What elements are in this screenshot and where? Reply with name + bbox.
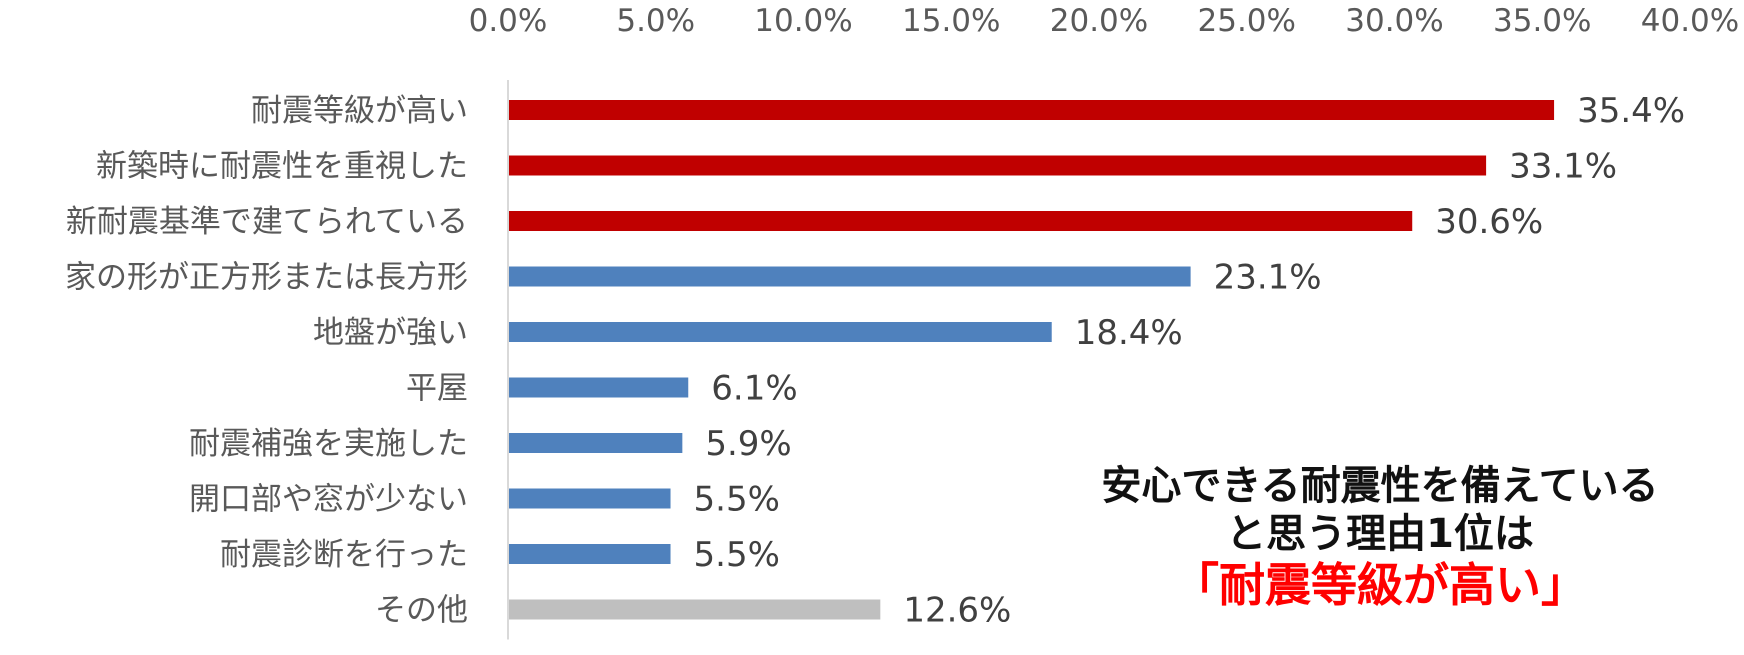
callout-line-1: 安心できる耐震性を備えている <box>1101 463 1659 509</box>
bar <box>509 266 1191 287</box>
x-tick-label: 20.0% <box>1050 3 1148 39</box>
data-label: 5.9% <box>705 424 791 464</box>
category-label: 耐震診断を行った <box>220 537 468 573</box>
data-label: 35.4% <box>1577 91 1685 131</box>
bar <box>509 433 683 453</box>
x-tick-label: 25.0% <box>1198 3 1296 39</box>
category-label: 耐震補強を実施した <box>189 426 468 462</box>
bar <box>509 155 1487 176</box>
bars <box>509 100 1555 620</box>
category-label: 開口部や窓が少ない <box>189 482 468 518</box>
value-labels: 35.4% 33.1% 30.6% 23.1% 18.4% 6.1% 5.9% 5.5% 5.5… <box>694 91 1686 631</box>
bar <box>509 488 671 509</box>
category-label: 平屋 <box>406 371 468 407</box>
bar <box>509 211 1413 231</box>
category-label: その他 <box>375 593 468 629</box>
x-tick-label: 40.0% <box>1641 3 1739 39</box>
category-label: 地盤が強い <box>313 315 468 351</box>
data-label: 6.1% <box>711 369 797 409</box>
x-tick-label: 0.0% <box>469 3 548 39</box>
bar <box>509 322 1052 342</box>
x-axis-tick-labels: 0.0% 5.0% 10.0% 15.0% 20.0% 25.0% 30.0% 35.0% 40… <box>469 3 1740 39</box>
callout-highlight: 「耐震等級が高い」 <box>1173 558 1587 612</box>
data-label: 30.6% <box>1435 202 1543 242</box>
data-label: 18.4% <box>1075 313 1183 353</box>
callout-annotation: 安心できる耐震性を備えている と思う理由1位は 「耐震等級が高い」 <box>1030 462 1730 613</box>
data-label: 33.1% <box>1509 147 1617 187</box>
bar <box>509 544 671 564</box>
category-label: 新耐震基準で建てられている <box>66 204 468 240</box>
category-label: 耐震等級が高い <box>251 93 468 129</box>
bar <box>509 599 881 620</box>
data-label: 12.6% <box>903 591 1011 631</box>
data-label: 5.5% <box>694 535 780 575</box>
data-label: 23.1% <box>1214 258 1322 298</box>
x-tick-label: 15.0% <box>902 3 1000 39</box>
category-labels: 耐震等級が高い新築時に耐震性を重視した新耐震基準で建てられている家の形が正方形ま… <box>65 93 468 629</box>
bar <box>509 377 689 398</box>
x-tick-label: 10.0% <box>754 3 852 39</box>
x-tick-label: 35.0% <box>1493 3 1591 39</box>
x-tick-label: 30.0% <box>1345 3 1443 39</box>
callout-line-2: と思う理由1位は <box>1226 511 1534 557</box>
category-label: 家の形が正方形または長方形 <box>65 260 468 296</box>
bar <box>509 100 1555 120</box>
data-label: 5.5% <box>694 480 780 520</box>
x-tick-label: 5.0% <box>616 3 695 39</box>
category-label: 新築時に耐震性を重視した <box>96 149 468 185</box>
